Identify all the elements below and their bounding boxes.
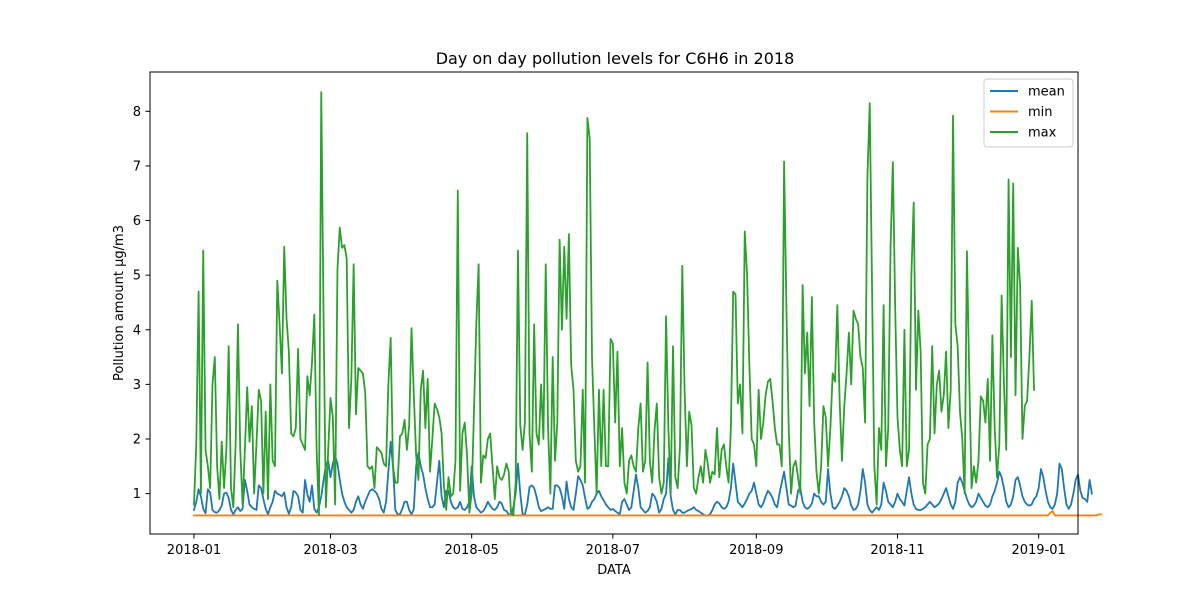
x-tick-label: 2018-11 [870,543,924,558]
plot-area [149,71,1103,535]
y-axis: 1 2 3 4 5 6 7 8 [133,105,150,502]
series-line-mean [192,440,1093,517]
legend-items: mean min max [990,85,1065,141]
plot-frame [149,71,1079,535]
x-tick-label: 2018-09 [729,543,783,558]
legend: mean min max [983,78,1074,148]
y-tick-label: 5 [133,269,141,284]
series-layer [192,91,1103,517]
legend-box [983,78,1074,148]
series-line-max [193,91,1035,517]
x-tick-label: 2019-01 [1011,543,1065,558]
legend-label-max: max [1028,126,1057,141]
legend-label-min: min [1028,105,1053,120]
y-tick-label: 6 [133,214,141,229]
x-tick-label: 2018-07 [586,543,640,558]
y-tick-label: 1 [133,487,141,502]
y-tick-label: 8 [133,105,141,120]
y-tick-label: 7 [133,159,141,174]
series-line-min [193,510,1103,517]
x-tick-label: 2018-01 [167,543,221,558]
x-axis-label: DATA [597,563,631,578]
y-tick-label: 3 [133,378,141,393]
x-axis: 2018-01 2018-03 2018-05 2018-07 2018-09 2018-… [167,534,1066,558]
legend-label-mean: mean [1028,85,1065,100]
chart-title: Day on day pollution levels for C6H6 in … [436,49,795,68]
y-tick-label: 2 [133,432,141,447]
y-axis-label: Pollution amount µg/m3 [112,225,127,381]
x-tick-label: 2018-05 [445,543,499,558]
y-tick-label: 4 [133,323,141,338]
x-tick-label: 2018-03 [303,543,357,558]
